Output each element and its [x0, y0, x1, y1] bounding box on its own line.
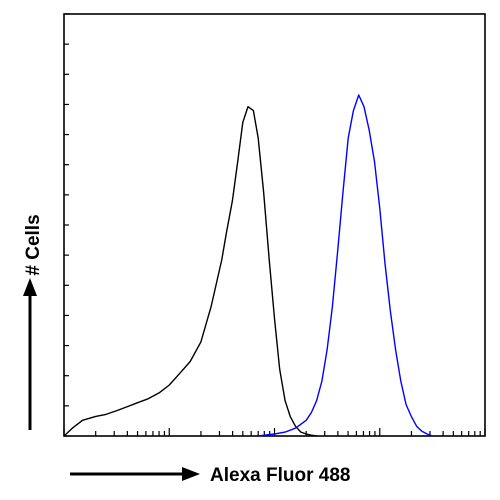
series-line-1	[63, 105, 317, 437]
x-axis-arrow	[70, 467, 200, 481]
x-axis-label: Alexa Fluor 488	[210, 465, 350, 486]
y-axis-arrow	[23, 278, 37, 430]
x-axis-ticks	[63, 428, 486, 436]
plot-frame	[63, 13, 486, 437]
series-layer	[63, 94, 433, 437]
y-axis-label: # Cells	[23, 214, 44, 275]
y-axis-ticks	[64, 13, 69, 437]
series-line-2	[258, 94, 433, 437]
